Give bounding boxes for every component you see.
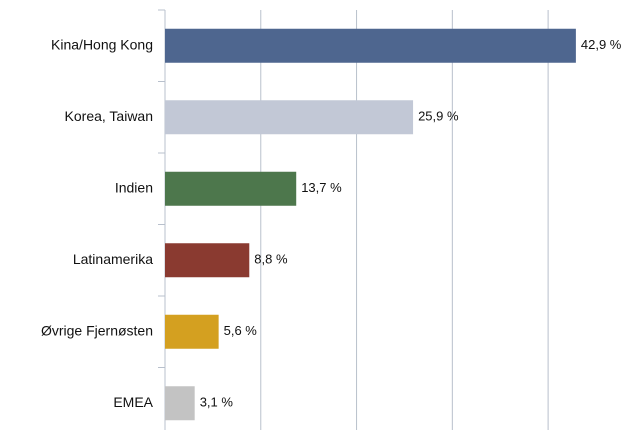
y-tick-label: Indien (115, 179, 153, 195)
bar (165, 100, 414, 135)
bar (165, 243, 250, 278)
bar (165, 314, 219, 349)
y-tick-label: Øvrige Fjernøsten (41, 322, 153, 338)
bar (165, 28, 576, 63)
y-tick-label: Korea, Taiwan (65, 108, 153, 124)
bar (165, 171, 297, 206)
data-label: 42,9 % (581, 37, 622, 52)
bar (165, 386, 195, 421)
data-label: 13,7 % (301, 180, 342, 195)
data-label: 8,8 % (254, 252, 288, 267)
data-label: 25,9 % (418, 109, 459, 124)
data-label: 5,6 % (224, 323, 258, 338)
y-tick-label: EMEA (113, 394, 153, 410)
y-tick-label: Latinamerika (73, 251, 153, 267)
y-tick-label: Kina/Hong Kong (51, 36, 153, 52)
data-label: 3,1 % (200, 395, 234, 410)
